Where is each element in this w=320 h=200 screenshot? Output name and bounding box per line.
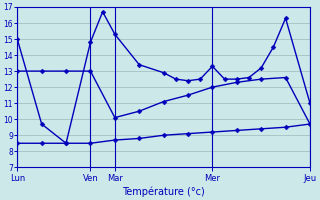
- X-axis label: Température (°c): Température (°c): [122, 186, 205, 197]
